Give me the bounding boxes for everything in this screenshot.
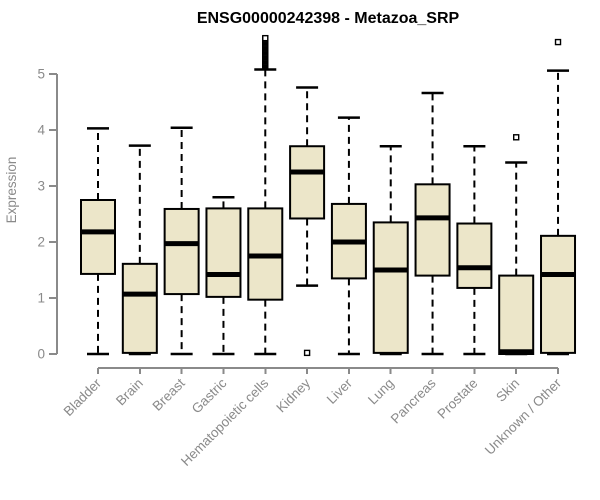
box-rect (456, 222, 493, 289)
boxes-layer (80, 34, 577, 357)
x-tick-label: Prostate (434, 376, 480, 422)
box-rect (205, 207, 242, 298)
x-tick-label: Gastric (189, 375, 230, 416)
box-liver (330, 116, 367, 356)
box-kidney (289, 86, 326, 357)
y-tick-label: 2 (37, 235, 45, 250)
y-tick-label: 1 (37, 291, 45, 306)
y-tick-label: 5 (37, 67, 45, 82)
y-tick-label: 4 (37, 123, 45, 138)
box-gastric (205, 195, 242, 356)
y-tick-label: 3 (37, 179, 45, 194)
box-rect (289, 145, 326, 220)
outlier-point (303, 349, 311, 357)
x-tick-label: Pancreas (388, 375, 439, 426)
box-skin (498, 134, 535, 356)
x-tick-label: Bladder (61, 375, 105, 419)
outlier-point (262, 34, 269, 42)
x-tick-label: Lung (365, 376, 397, 408)
x-tick-label: Skin (493, 376, 522, 405)
box-rect (163, 207, 200, 296)
box-brain (121, 144, 158, 356)
box-lung (372, 144, 409, 356)
box-unknown-other (540, 38, 577, 356)
outlier-point (554, 38, 562, 46)
box-bladder (80, 127, 116, 356)
y-axis: 0 1 2 3 4 5 (37, 67, 58, 362)
chart-title: ENSG00000242398 - Metazoa_SRP (197, 10, 460, 27)
box-rect (540, 234, 577, 354)
box-rect (414, 183, 451, 277)
box-prostate (456, 144, 493, 356)
box-pancreas (414, 91, 451, 356)
x-tick-label: Kidney (273, 375, 313, 415)
box-breast (163, 126, 200, 356)
x-tick-label: Liver (324, 375, 356, 407)
box-rect (372, 221, 409, 354)
box-rect (498, 274, 535, 356)
y-tick-label: 0 (37, 347, 45, 362)
box-rect (80, 199, 116, 275)
x-tick-label: Brain (113, 376, 146, 409)
box-rect (121, 262, 158, 354)
box-hematopoietic-cells (247, 34, 284, 356)
outlier-point (513, 134, 520, 141)
y-axis-title: Expression (4, 157, 19, 224)
x-tick-label: Unknown / Other (482, 375, 565, 458)
x-tick-label: Breast (150, 375, 188, 413)
